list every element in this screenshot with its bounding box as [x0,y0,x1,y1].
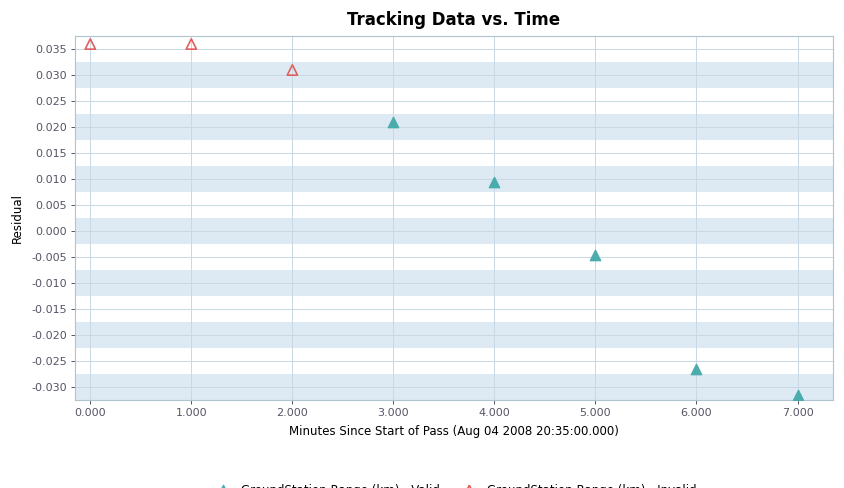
Bar [75,140,833,166]
GroundStation:Range (km) - Valid [589,251,603,259]
Title: Tracking Data vs. Time: Tracking Data vs. Time [348,11,560,29]
GroundStation:Range (km) - Invalid [285,66,299,74]
Bar [75,114,833,140]
Bar [75,218,833,244]
Bar [75,36,833,62]
X-axis label: Minutes Since Start of Pass (Aug 04 2008 20:35:00.000): Minutes Since Start of Pass (Aug 04 2008… [289,426,619,438]
GroundStation:Range (km) - Valid [791,391,804,399]
Bar [75,322,833,348]
GroundStation:Range (km) - Invalid [185,40,198,48]
Bar [75,166,833,192]
Bar [75,62,833,88]
Bar [75,244,833,270]
Y-axis label: Residual: Residual [11,193,24,243]
Bar [75,88,833,114]
GroundStation:Range (km) - Valid [690,365,703,373]
Bar [75,374,833,400]
Bar [75,348,833,374]
GroundStation:Range (km) - Invalid [84,40,97,48]
Bar [75,192,833,218]
Legend: GroundStation:Range (km) - Valid, GroundStation:Range (km) - Invalid: GroundStation:Range (km) - Valid, Ground… [207,479,701,488]
GroundStation:Range (km) - Valid [387,118,400,126]
GroundStation:Range (km) - Valid [488,178,501,186]
Bar [75,270,833,296]
Bar [75,296,833,322]
